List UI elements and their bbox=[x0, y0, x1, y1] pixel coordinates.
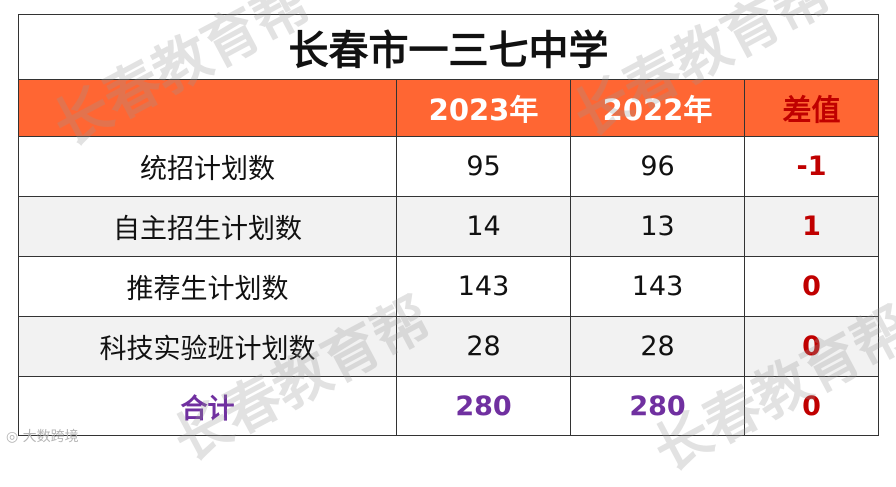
total-2022-value: 280 bbox=[570, 376, 745, 436]
header-2022: 2022年 bbox=[570, 79, 745, 137]
total-diff-value: 0 bbox=[744, 376, 879, 436]
total-row: 合计 280 280 0 bbox=[18, 376, 879, 436]
enrollment-plan-table: 长春市一三七中学 2023年 2022年 差值 统招计划数 95 96 -1 自… bbox=[18, 14, 879, 436]
table-row: 科技实验班计划数 28 28 0 bbox=[18, 316, 879, 377]
header-row: 2023年 2022年 差值 bbox=[18, 79, 879, 137]
row-diff-value: 0 bbox=[744, 316, 879, 377]
row-2022-value: 28 bbox=[570, 316, 745, 377]
table-row: 推荐生计划数 143 143 0 bbox=[18, 256, 879, 317]
corner-logo-text: 大数跨境 bbox=[22, 429, 79, 445]
row-2023-value: 28 bbox=[396, 316, 571, 377]
row-label: 科技实验班计划数 bbox=[18, 316, 397, 377]
total-2023-value: 280 bbox=[396, 376, 571, 436]
row-2023-value: 95 bbox=[396, 136, 571, 197]
table-row: 自主招生计划数 14 13 1 bbox=[18, 196, 879, 257]
row-label: 推荐生计划数 bbox=[18, 256, 397, 317]
row-2022-value: 96 bbox=[570, 136, 745, 197]
logo-icon: ◎ bbox=[6, 429, 19, 445]
row-diff-value: 1 bbox=[744, 196, 879, 257]
row-label: 自主招生计划数 bbox=[18, 196, 397, 257]
row-2023-value: 14 bbox=[396, 196, 571, 257]
corner-logo: ◎ 大数跨境 bbox=[6, 426, 79, 446]
title-row: 长春市一三七中学 bbox=[18, 14, 879, 80]
table-row: 统招计划数 95 96 -1 bbox=[18, 136, 879, 197]
row-diff-value: 0 bbox=[744, 256, 879, 317]
header-diff: 差值 bbox=[744, 79, 879, 137]
row-2023-value: 143 bbox=[396, 256, 571, 317]
header-label-cell bbox=[18, 79, 397, 137]
total-label: 合计 bbox=[18, 376, 397, 436]
row-label: 统招计划数 bbox=[18, 136, 397, 197]
row-2022-value: 13 bbox=[570, 196, 745, 257]
row-diff-value: -1 bbox=[744, 136, 879, 197]
row-2022-value: 143 bbox=[570, 256, 745, 317]
table-title: 长春市一三七中学 bbox=[18, 14, 879, 80]
header-2023: 2023年 bbox=[396, 79, 571, 137]
